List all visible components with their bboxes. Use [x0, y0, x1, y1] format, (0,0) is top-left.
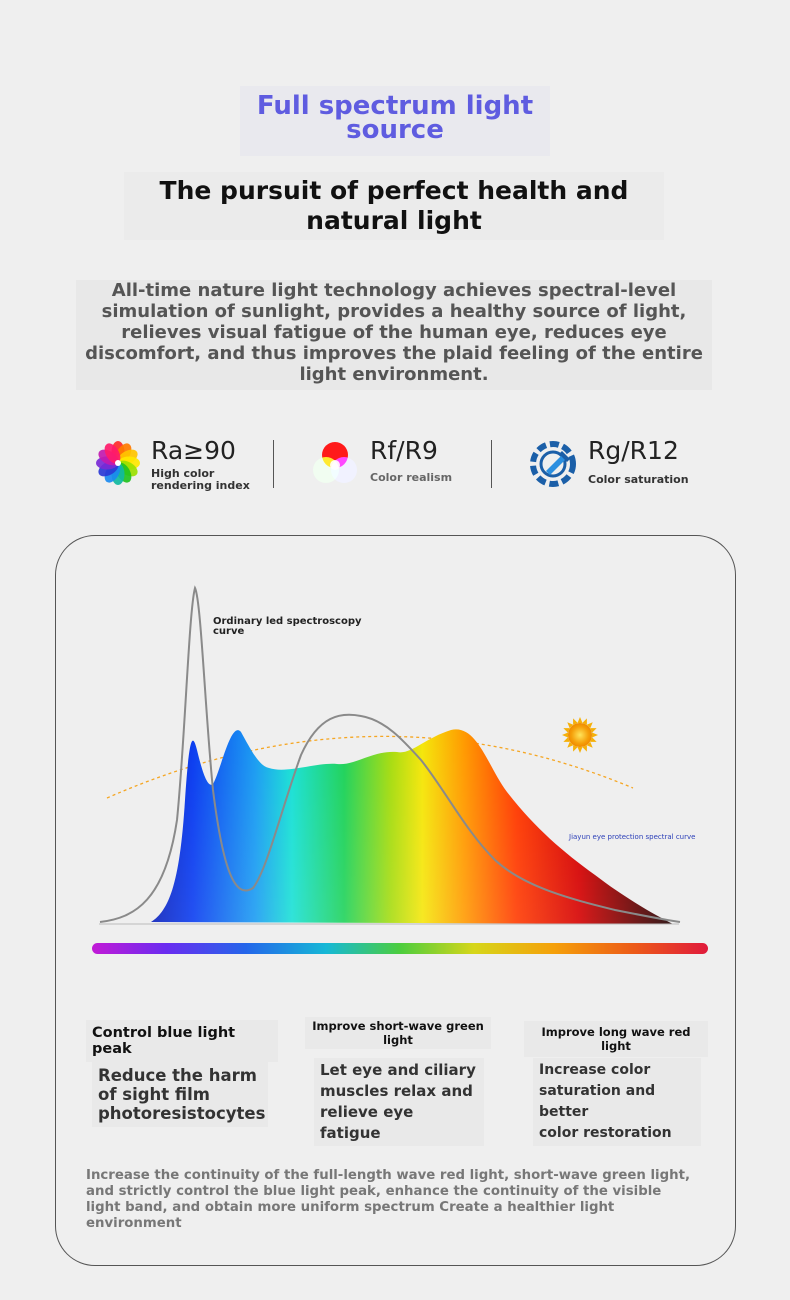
page-title: Full spectrum light source [240, 86, 550, 156]
ordinary-led-label: Ordinary led spectroscopy curve [213, 616, 365, 637]
feature-rf-label: Rf/R9 [370, 436, 438, 465]
column-body-blue: Reduce the harm of sight film photoresis… [92, 1062, 268, 1127]
sun-ray [590, 728, 597, 733]
color-wheel-center [115, 460, 121, 466]
feature-ra-desc: High color rendering index [151, 467, 250, 492]
sun-ray [586, 741, 593, 748]
sun-ray [577, 747, 583, 753]
sun-icon [562, 717, 598, 753]
sun-ray [573, 745, 578, 752]
ordinary-led-curve [99, 585, 681, 923]
sun-ray [563, 737, 570, 742]
rgb-circles-icon [313, 442, 357, 483]
page-subtitle: The pursuit of perfect health and natura… [124, 172, 664, 240]
column-body-red: Increase color saturation and better col… [533, 1058, 701, 1146]
visible-spectrum-bar [92, 943, 708, 954]
sun-ray [577, 717, 583, 723]
sun-ray [582, 718, 587, 725]
column-body-green: Let eye and ciliary muscles relax and re… [314, 1058, 484, 1146]
color-wheel-petal [104, 443, 121, 464]
jiayun-curve-label: Jiayun eye protection spectral curve [568, 833, 695, 841]
feature-divider [491, 440, 492, 488]
jiayun-spectrum-area [151, 729, 673, 924]
feature-rg-desc: Color saturation [588, 473, 689, 486]
color-wheel-icon [96, 441, 140, 485]
sun-ray [563, 728, 570, 733]
footer-note: Increase the continuity of the full-leng… [86, 1168, 691, 1231]
sun-ray [592, 732, 598, 738]
feature-rg: Rg/R12 Color saturation [528, 432, 698, 496]
sun-ray [590, 737, 597, 742]
feature-ra: Ra≥90 High color rendering index [95, 432, 265, 496]
sun-ray [586, 722, 593, 729]
sun-ray [573, 718, 578, 725]
dropper-gauge-icon [530, 441, 576, 487]
feature-ra-label: Ra≥90 [151, 436, 236, 465]
sun-ray [562, 732, 568, 738]
feature-rf: Rf/R9 Color realism [310, 432, 480, 496]
column-head-red: Improve long wave red light [524, 1021, 708, 1057]
sun-ray [567, 741, 574, 748]
feature-rf-desc: Color realism [370, 471, 453, 484]
spectrum-chart: Ordinary led spectroscopy curve Jiayun e… [92, 585, 708, 954]
column-head-blue: Control blue light peak [86, 1020, 278, 1062]
intro-paragraph: All-time nature light technology achieve… [76, 280, 712, 390]
feature-rg-label: Rg/R12 [588, 436, 679, 465]
sun-ray [567, 722, 574, 729]
sun-ray [582, 745, 587, 752]
column-head-green: Improve short-wave green light [305, 1017, 491, 1049]
feature-divider [273, 440, 274, 488]
